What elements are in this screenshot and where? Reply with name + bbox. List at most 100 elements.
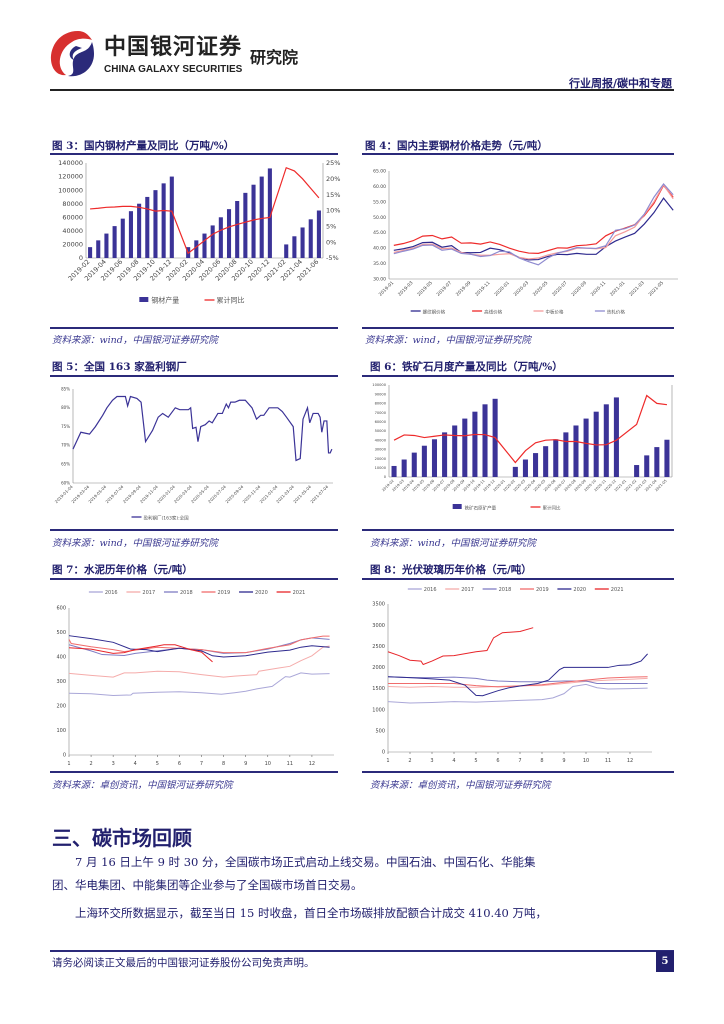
bar bbox=[431, 439, 438, 477]
bar bbox=[482, 404, 488, 477]
x-tick-label: 7 bbox=[518, 758, 521, 764]
bar bbox=[664, 439, 670, 477]
bar bbox=[462, 418, 468, 477]
bar bbox=[442, 432, 448, 477]
x-tick-label: 3 bbox=[112, 761, 115, 767]
x-tick-label: 6 bbox=[496, 758, 499, 764]
chart-figure-4: 30.00 35.00 40.00 45.00 50.00 55.00 60.00 65.00… bbox=[373, 169, 678, 316]
bar bbox=[96, 240, 101, 258]
x-tick-label: 11 bbox=[287, 761, 293, 767]
bar bbox=[218, 217, 223, 258]
series-line bbox=[68, 645, 330, 678]
chart-figure-6: 0 10000 20000 30000 40000 50000 60000 70000 8000… bbox=[372, 383, 673, 512]
bar bbox=[573, 425, 579, 477]
figure-7-source: 资料来源：卓创资讯，中国银河证券研究院 bbox=[52, 780, 233, 791]
y-tick-label: 50000 bbox=[375, 429, 387, 433]
x-tick-label: 2019-05 bbox=[416, 280, 434, 298]
bar bbox=[210, 225, 215, 258]
y-tick-label: 50.00 bbox=[373, 215, 386, 221]
y-tick-label: 80% bbox=[61, 405, 70, 410]
y-tick-label: 65% bbox=[61, 462, 70, 467]
y-tick-label: 70000 bbox=[375, 411, 387, 415]
x-tick-label: 2020-05 bbox=[532, 280, 550, 298]
bar bbox=[120, 218, 125, 258]
y-tick-label: 40000 bbox=[375, 438, 387, 442]
x-tick-label: 3 bbox=[430, 758, 433, 764]
y-right-tick-label: -5% bbox=[326, 254, 339, 262]
x-tick-label: 4 bbox=[134, 761, 137, 767]
legend-label: 铁矿石原矿产量 bbox=[465, 505, 497, 512]
x-tick-label: 10 bbox=[583, 758, 589, 764]
y-tick-label: 20000 bbox=[375, 457, 387, 461]
y-tick-label: 2500 bbox=[372, 644, 385, 650]
y-right-tick-label: 15% bbox=[326, 191, 340, 199]
y-tick-label: 80000 bbox=[62, 200, 83, 208]
figure-4-source: 资料来源：wind，中国银河证券研究院 bbox=[365, 335, 531, 346]
figure-6-top-rule bbox=[362, 375, 674, 377]
y-tick-label: 85% bbox=[61, 386, 70, 391]
x-tick-label: 9 bbox=[562, 758, 565, 764]
figure-8-bottom-rule bbox=[362, 771, 674, 773]
series-line bbox=[68, 672, 330, 696]
figure-3-top-rule bbox=[50, 153, 338, 155]
x-tick-label: 2020-07 bbox=[551, 280, 569, 298]
header-divider bbox=[50, 89, 674, 91]
y-right-tick-label: 0% bbox=[326, 238, 336, 246]
y-tick-label: 300 bbox=[56, 679, 66, 685]
bar bbox=[411, 452, 417, 477]
bar bbox=[472, 411, 478, 477]
footer-divider bbox=[50, 950, 674, 952]
y-tick-label: 80000 bbox=[375, 402, 387, 406]
bar bbox=[522, 459, 528, 477]
bar bbox=[563, 432, 569, 477]
x-tick-label: 11 bbox=[605, 758, 611, 764]
legend-label: 2018 bbox=[180, 590, 193, 596]
bar bbox=[104, 233, 109, 258]
bar bbox=[112, 226, 117, 258]
bar bbox=[553, 439, 559, 477]
series-line bbox=[68, 637, 330, 657]
paragraph-2: 上海环交所数据显示，截至当日 15 时收盘，首日全市场碳排放配额合计成交 410… bbox=[75, 906, 547, 920]
y-tick-label: 1000 bbox=[372, 707, 385, 713]
legend-label: 螺纹钢价格 bbox=[423, 309, 446, 316]
report-type: 行业周报/碳中和专题 bbox=[568, 77, 672, 90]
bar bbox=[512, 466, 518, 477]
legend-label: 2016 bbox=[424, 587, 437, 593]
bar bbox=[316, 210, 321, 258]
logo bbox=[48, 28, 96, 78]
figure-4-title: 图 4：国内主要钢材价格走势（元/吨） bbox=[365, 140, 548, 152]
series-line bbox=[393, 184, 674, 254]
y-tick-label: 100000 bbox=[372, 383, 386, 387]
bar bbox=[644, 455, 650, 477]
legend-label: 高线价格 bbox=[484, 309, 502, 316]
figure-3-bottom-rule bbox=[50, 327, 338, 329]
y-tick-label: 100 bbox=[56, 728, 66, 734]
x-tick-label: 12 bbox=[309, 761, 315, 767]
y-tick-label: 120000 bbox=[58, 173, 83, 181]
x-tick-label: 2021-01 bbox=[609, 280, 627, 298]
page-number: 5 bbox=[656, 951, 674, 972]
y-tick-label: 90000 bbox=[375, 392, 387, 396]
x-tick-label: 9 bbox=[244, 761, 247, 767]
x-tick-label: 2019-07 bbox=[435, 280, 453, 298]
y-tick-label: 55.00 bbox=[373, 199, 386, 205]
y-tick-label: 3000 bbox=[372, 623, 385, 629]
figure-6-title: 图 6：铁矿石月度产量及同比（万吨/%） bbox=[370, 361, 563, 373]
y-right-tick-label: 5% bbox=[326, 223, 336, 231]
y-tick-label: 60000 bbox=[375, 420, 387, 424]
series-line bbox=[387, 653, 648, 697]
legend-label: 累计同比 bbox=[217, 296, 245, 305]
series-line bbox=[387, 676, 648, 684]
x-tick-label: 7 bbox=[200, 761, 203, 767]
x-tick-label: 8 bbox=[222, 761, 225, 767]
figure-5-bottom-rule bbox=[50, 529, 338, 531]
figure-6-bottom-rule bbox=[362, 529, 674, 531]
y-tick-label: 2000 bbox=[372, 665, 385, 671]
legend-label: 2021 bbox=[293, 590, 306, 596]
bar bbox=[235, 201, 240, 258]
legend-swatch bbox=[452, 504, 462, 509]
legend-label: 2021 bbox=[611, 587, 624, 593]
y-right-tick-label: 25% bbox=[326, 159, 340, 167]
